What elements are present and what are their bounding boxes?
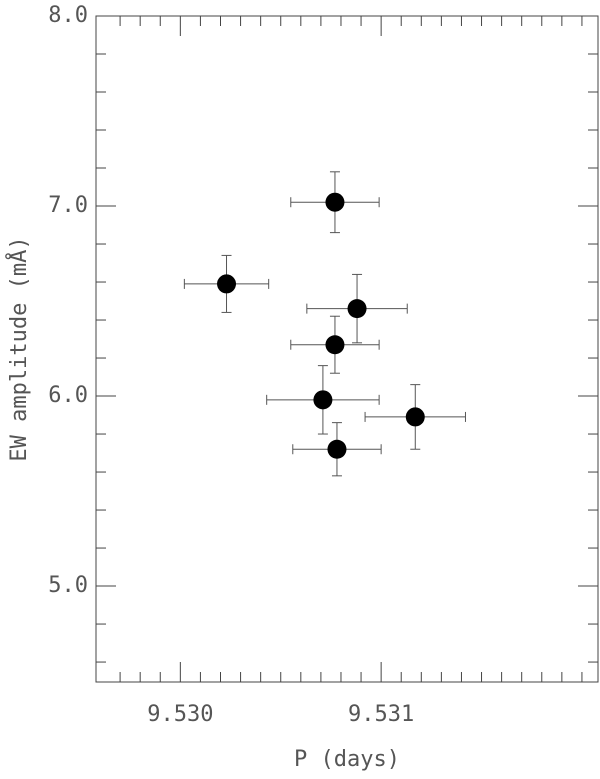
x-tick-label: 9.530 [147, 702, 213, 727]
plot-frame [95, 15, 599, 683]
point [347, 299, 367, 319]
point [217, 274, 237, 294]
y-tick-label: 6.0 [48, 383, 88, 408]
y-tick-label: 8.0 [48, 3, 88, 28]
x-tick-label: 9.531 [348, 702, 414, 727]
x-axis-label: P (days) [294, 747, 400, 772]
y-tick-label: 7.0 [48, 193, 88, 218]
y-tick-label: 5.0 [48, 573, 88, 598]
point [325, 192, 345, 212]
point [313, 390, 333, 410]
point [325, 335, 345, 355]
point [405, 407, 425, 427]
y-axis-label: EW amplitude (mÅ) [5, 236, 32, 461]
point [327, 439, 347, 459]
